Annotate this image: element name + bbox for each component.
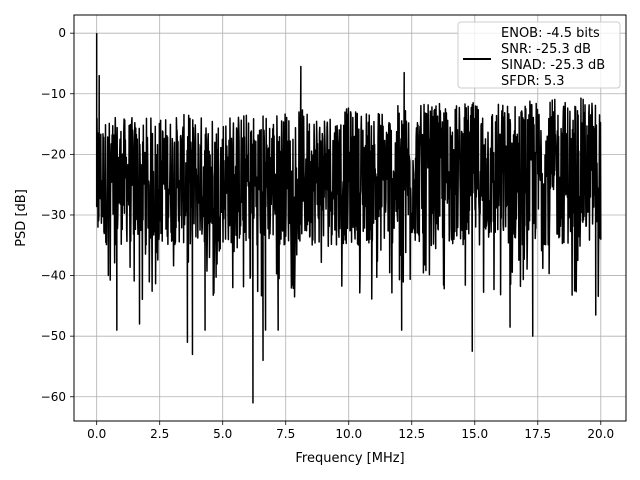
legend-box <box>457 21 621 89</box>
y-axis-label: PSD [dB] <box>14 189 29 247</box>
x-tick-label: 7.5 <box>276 427 295 441</box>
x-tick-label: 10.0 <box>335 427 362 441</box>
x-tick-label: 15.0 <box>461 427 488 441</box>
legend-text-sinad: SINAD: -25.3 dB <box>501 58 605 73</box>
y-tick-label: −60 <box>41 390 66 404</box>
x-axis-label: Frequency [MHz] <box>295 451 404 466</box>
x-tick-label: 12.5 <box>398 427 425 441</box>
psd-series-line <box>95 33 602 404</box>
axis-ticks: 0.0 2.5 5.0 7.5 10.0 12.5 15.0 17.5 20.0 0 −10 −20 −… <box>41 26 614 441</box>
y-tick-label: −10 <box>41 87 66 101</box>
legend-text-enob: ENOB: -4.5 bits <box>501 26 600 41</box>
y-tick-label: −30 <box>41 208 66 222</box>
x-tick-label: 0.0 <box>87 427 106 441</box>
x-tick-label: 20.0 <box>587 427 614 441</box>
psd-line-path <box>95 33 602 404</box>
y-tick-label: −20 <box>41 147 66 161</box>
y-tick-label: −50 <box>41 329 66 343</box>
x-tick-label: 17.5 <box>524 427 551 441</box>
plot-frame <box>73 14 627 422</box>
y-tick-label: −40 <box>41 269 66 283</box>
x-tick-label: 2.5 <box>150 427 169 441</box>
x-tick-label: 5.0 <box>213 427 232 441</box>
y-tick-label: 0 <box>58 26 66 40</box>
legend-text-snr: SNR: -25.3 dB <box>501 42 591 57</box>
legend-text-sfdr: SFDR: 5.3 <box>501 74 565 89</box>
legend: ENOB: -4.5 bits SNR: -25.3 dB SINAD: -25… <box>457 21 621 89</box>
